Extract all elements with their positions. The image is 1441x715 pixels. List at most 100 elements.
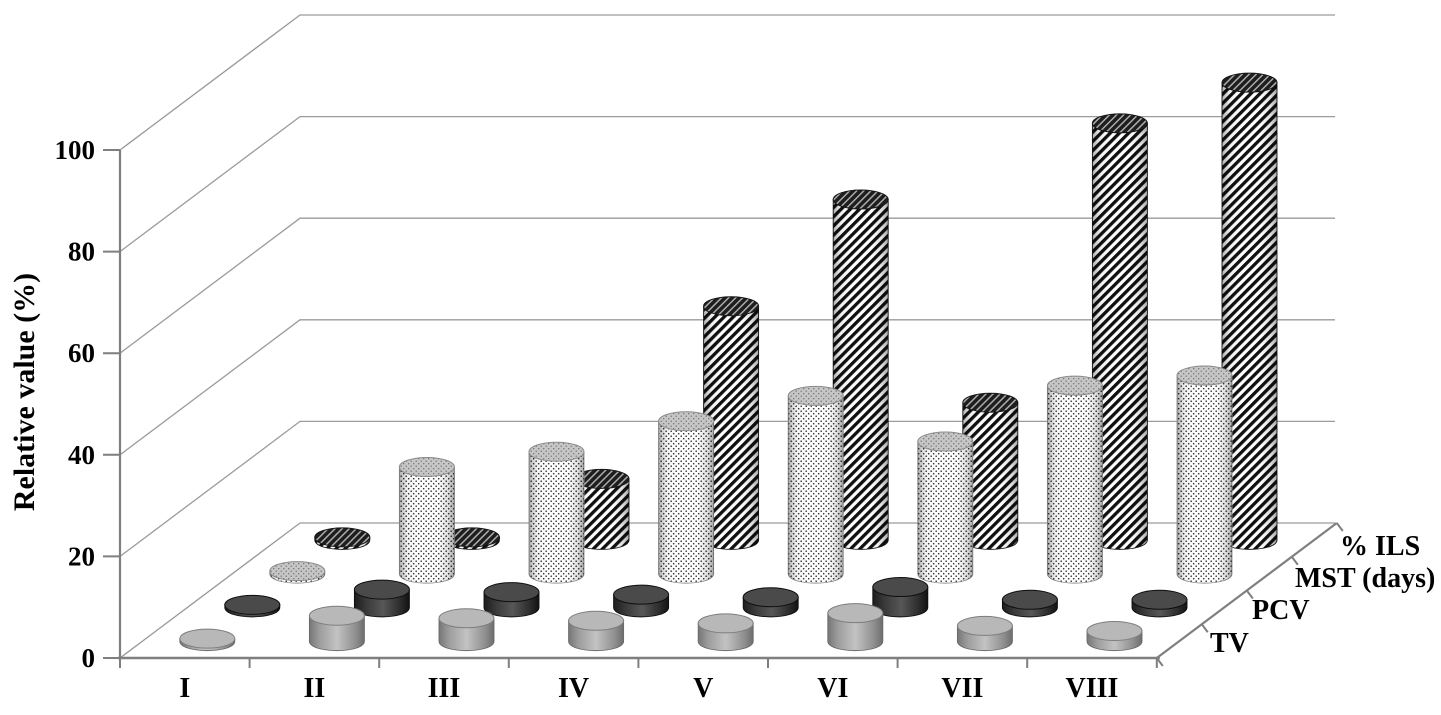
axes <box>103 149 1344 668</box>
cylinder-top <box>314 527 371 548</box>
cylinder-top <box>1086 620 1143 641</box>
gridline-100 <box>119 14 1335 151</box>
cylinder-top <box>956 615 1013 636</box>
bar-tv-V <box>697 613 754 651</box>
cylinder-top <box>224 594 281 615</box>
cylinder-shading <box>1047 385 1103 584</box>
series-row-ils <box>314 72 1278 550</box>
bar-mst-VI <box>917 431 974 584</box>
cylinder-shading <box>703 306 759 550</box>
bar-pcv-VIII <box>1131 589 1188 618</box>
depth-tick-3 <box>1291 556 1299 566</box>
cylinder-top <box>1046 375 1103 396</box>
series-label-tv: TV <box>1210 628 1249 659</box>
cylinder-top <box>179 628 236 649</box>
cylinder-top <box>1091 113 1148 134</box>
y-axis-title: Relative value (%) <box>8 273 41 511</box>
y-tick-label-0: 0 <box>82 643 96 673</box>
category-label-V: V <box>693 673 713 704</box>
y-tick-label-40: 40 <box>68 440 95 470</box>
series-row-mst <box>269 365 1233 584</box>
cylinder-top <box>827 603 884 624</box>
y-tick-label-80: 80 <box>68 237 95 267</box>
bar-pcv-II <box>353 579 410 618</box>
category-label-VI: VI <box>817 673 848 704</box>
cylinder-top <box>917 431 974 452</box>
series-label-ils: % ILS <box>1340 531 1420 562</box>
bar-tv-I <box>179 628 236 651</box>
bar-pcv-I <box>224 594 281 618</box>
cylinder-shading <box>833 199 889 550</box>
bar-pcv-III <box>483 582 540 618</box>
bar-mst-V <box>787 385 844 584</box>
gridline-80 <box>119 115 1335 253</box>
cylinder-side <box>827 612 884 651</box>
cylinder-top <box>1001 589 1058 610</box>
bar-tv-VII <box>956 615 1013 651</box>
cylinder-top <box>398 456 455 477</box>
y-tick-label-60: 60 <box>68 338 95 368</box>
bar-ils-VII <box>1091 113 1148 550</box>
cylinder-shading <box>399 466 455 584</box>
depth-tick-2 <box>1246 589 1254 600</box>
cylinder-top <box>832 189 889 210</box>
bar-mst-I <box>269 561 326 584</box>
bar-tv-III <box>438 608 495 651</box>
cylinder-top <box>438 608 495 629</box>
bar-mst-IV <box>658 411 715 584</box>
cylinder-top <box>703 296 760 317</box>
cylinder-top <box>483 582 540 603</box>
series-label-mst: MST (days) <box>1295 563 1435 594</box>
bars <box>179 72 1278 651</box>
bar-pcv-VII <box>1001 589 1058 618</box>
y-tick-label-20: 20 <box>68 541 95 571</box>
category-label-II: II <box>304 673 326 704</box>
cylinder-shading <box>574 478 629 550</box>
cylinder-top <box>528 441 585 462</box>
cylinder-shading <box>529 451 584 584</box>
cylinder-shading <box>1222 82 1277 550</box>
bar-mst-II <box>398 456 455 584</box>
cylinder-shading <box>1177 375 1232 584</box>
cylinder-shading <box>917 441 973 584</box>
category-label-III: III <box>428 673 461 704</box>
bar-tv-VIII <box>1086 620 1143 651</box>
category-label-I: I <box>179 673 190 704</box>
cylinder-top <box>1131 589 1188 610</box>
bar-tv-VI <box>827 603 884 651</box>
bar-tv-IV <box>568 610 625 651</box>
bar-pcv-V <box>742 587 799 618</box>
gridline-60 <box>119 217 1335 354</box>
depth-tick-4 <box>1336 522 1344 532</box>
cylinder-top <box>269 561 326 582</box>
cylinder-shading <box>1092 123 1148 550</box>
cylinder-top <box>1176 365 1233 386</box>
bar-mst-III <box>528 441 585 584</box>
cylinder-top <box>787 385 844 406</box>
cylinder-shading <box>788 395 844 584</box>
y-tick-label-100: 100 <box>55 135 96 165</box>
series-label-pcv: PCV <box>1252 595 1310 626</box>
bar-ils-IV <box>703 296 760 550</box>
bar-ils-VIII <box>1221 72 1278 550</box>
bar-mst-VIII <box>1176 365 1233 584</box>
cylinder-top <box>658 411 715 432</box>
cylinder-top <box>742 587 799 608</box>
bar-pcv-IV <box>613 584 670 618</box>
bar-ils-I <box>314 527 371 550</box>
series-row-pcv <box>224 577 1188 618</box>
cylinder-top <box>613 584 670 605</box>
cylinder-top <box>308 605 365 626</box>
category-label-IV: IV <box>558 673 589 704</box>
category-label-VIII: VIII <box>1066 673 1119 704</box>
depth-tick-0 <box>1156 657 1164 667</box>
bar-ils-II <box>443 527 500 550</box>
bar-mst-VII <box>1046 375 1103 584</box>
category-label-VII: VII <box>941 673 983 704</box>
cylinder-shading <box>658 421 714 584</box>
bar-tv-II <box>308 605 365 651</box>
cylinder-shading <box>962 402 1018 550</box>
bar-ils-III <box>573 468 630 550</box>
